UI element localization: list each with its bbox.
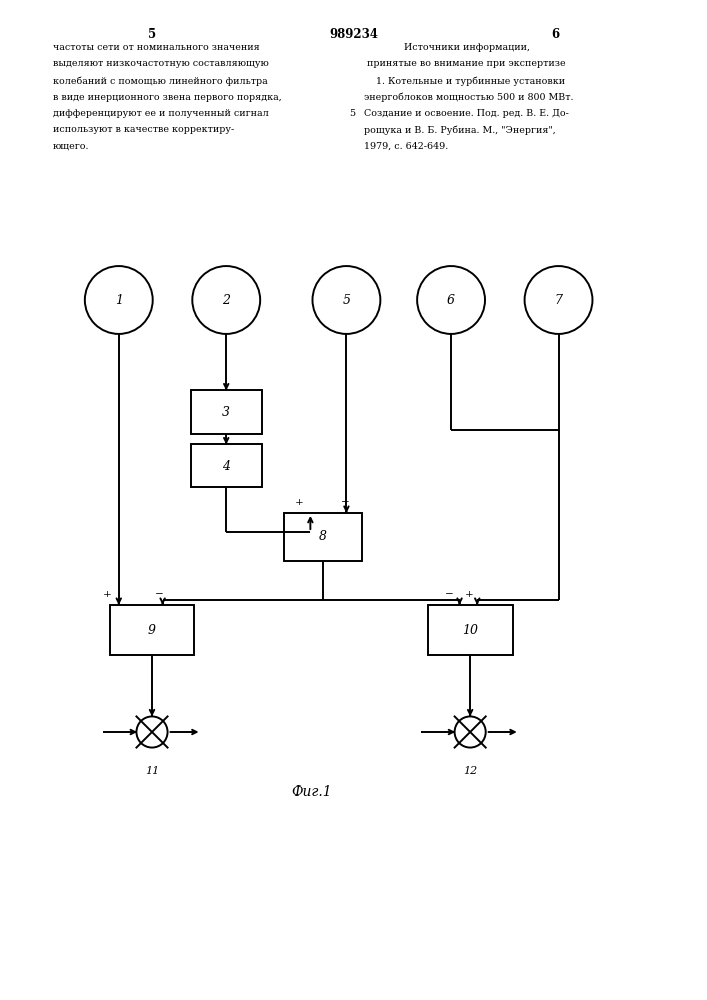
Text: 5: 5	[349, 109, 356, 118]
Text: 6: 6	[447, 294, 455, 306]
Text: 4: 4	[222, 460, 230, 473]
Bar	[191, 390, 262, 434]
Text: колебаний с помощью линейного фильтра: колебаний с помощью линейного фильтра	[53, 76, 268, 86]
Text: 6: 6	[551, 28, 559, 41]
Text: 9: 9	[148, 624, 156, 637]
Text: 11: 11	[145, 766, 159, 776]
Bar	[284, 513, 362, 561]
Text: 1979, с. 642-649.: 1979, с. 642-649.	[364, 142, 448, 151]
Text: 12: 12	[463, 766, 477, 776]
Text: дифференцируют ее и полученный сигнал: дифференцируют ее и полученный сигнал	[53, 109, 269, 118]
Text: рощука и В. Б. Рубина. М., "Энергия",: рощука и В. Б. Рубина. М., "Энергия",	[364, 125, 556, 135]
Text: 989234: 989234	[329, 28, 378, 41]
Text: энергоблоков мощностью 500 и 800 МВт.: энергоблоков мощностью 500 и 800 МВт.	[364, 93, 573, 102]
Text: 3: 3	[222, 406, 230, 418]
Text: Создание и освоение. Под. ред. В. Е. До-: Создание и освоение. Под. ред. В. Е. До-	[364, 109, 569, 118]
Text: 7: 7	[554, 294, 563, 306]
Text: 1: 1	[115, 294, 123, 306]
Text: принятые во внимание при экспертизе: принятые во внимание при экспертизе	[368, 60, 566, 68]
Text: +: +	[464, 590, 473, 599]
Text: частоты сети от номинального значения: частоты сети от номинального значения	[53, 43, 259, 52]
Text: выделяют низкочастотную составляющую: выделяют низкочастотную составляющую	[53, 60, 269, 68]
Text: +: +	[103, 590, 112, 599]
Text: ющего.: ющего.	[53, 142, 90, 151]
Text: 10: 10	[462, 624, 478, 637]
Text: +: +	[295, 498, 303, 507]
Text: в виде инерционного звена первого порядка,: в виде инерционного звена первого порядк…	[53, 93, 282, 102]
Text: Фиг.1: Фиг.1	[291, 785, 332, 799]
Text: 5: 5	[342, 294, 351, 306]
Text: Источники информации,: Источники информации,	[404, 43, 530, 52]
Text: −: −	[341, 498, 350, 507]
Text: используют в качестве корректиру-: используют в качестве корректиру-	[53, 125, 234, 134]
Text: −: −	[155, 590, 163, 599]
Text: 1. Котельные и турбинные установки: 1. Котельные и турбинные установки	[364, 76, 565, 86]
Text: 8: 8	[319, 530, 327, 544]
Text: −: −	[445, 590, 454, 599]
Bar	[110, 605, 194, 655]
Text: 2: 2	[222, 294, 230, 306]
Bar	[428, 605, 513, 655]
Text: 5: 5	[148, 28, 156, 41]
Bar	[191, 444, 262, 487]
